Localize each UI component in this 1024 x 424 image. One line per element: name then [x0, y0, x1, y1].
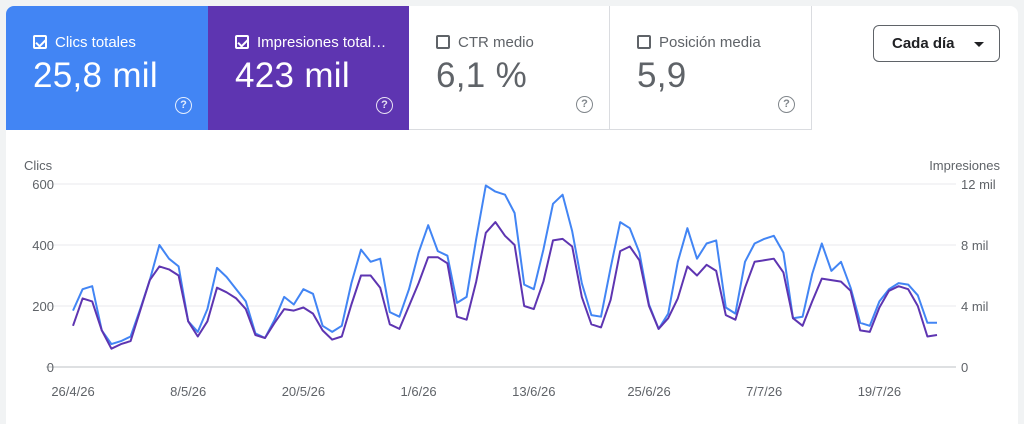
- right-tick-label: 0: [961, 360, 968, 375]
- metric-tile-average-position[interactable]: Posición media 5,9 ?: [610, 6, 812, 130]
- x-tick-label: 13/6/26: [512, 384, 555, 399]
- metric-value: 423 mil: [235, 56, 350, 95]
- right-axis-title: Impresiones: [929, 158, 1000, 173]
- checkbox-checked-icon[interactable]: [33, 35, 47, 49]
- x-tick-label: 7/7/26: [746, 384, 782, 399]
- metric-value: 25,8 mil: [33, 56, 158, 95]
- left-tick-label: 600: [32, 177, 54, 192]
- x-tick-label: 20/5/26: [282, 384, 325, 399]
- help-circle-icon[interactable]: ?: [376, 97, 393, 114]
- performance-card: Clics totales 25,8 mil ? Impresiones tot…: [6, 6, 1018, 424]
- metric-tile-header: Impresiones total…: [235, 32, 409, 52]
- x-tick-label: 26/4/26: [51, 384, 94, 399]
- metric-tile-average-ctr[interactable]: CTR medio 6,1 % ?: [409, 6, 610, 130]
- right-tick-label: 4 mil: [961, 299, 989, 314]
- right-tick-label: 8 mil: [961, 238, 989, 253]
- metric-tile-header: Clics totales: [33, 32, 208, 52]
- x-tick-label: 25/6/26: [627, 384, 670, 399]
- help-circle-icon[interactable]: ?: [175, 97, 192, 114]
- metric-label: Clics totales: [55, 33, 136, 51]
- metric-value: 5,9: [637, 56, 687, 95]
- impressions-series-line: [72, 221, 938, 350]
- x-tick-label: 1/6/26: [401, 384, 437, 399]
- checkbox-checked-icon[interactable]: [235, 35, 249, 49]
- metric-label: CTR medio: [458, 33, 534, 51]
- caret-down-icon: [974, 42, 984, 47]
- clicks-series-line: [72, 184, 937, 346]
- x-tick-label: 19/7/26: [858, 384, 901, 399]
- metric-tile-header: CTR medio: [436, 32, 609, 52]
- performance-chart: 0 0 200 4 mil 400 8 mil 600 12 mil Clics Impresio…: [24, 158, 1000, 399]
- left-axis-title: Clics: [24, 158, 53, 173]
- checkbox-unchecked-icon[interactable]: [436, 35, 450, 49]
- metric-tile-total-impressions[interactable]: Impresiones total… 423 mil ?: [208, 6, 409, 130]
- metric-value: 6,1 %: [436, 56, 527, 95]
- help-circle-icon[interactable]: ?: [576, 96, 593, 113]
- metric-label: Posición media: [659, 33, 761, 51]
- metric-tile-total-clicks[interactable]: Clics totales 25,8 mil ?: [6, 6, 208, 130]
- right-tick-label: 12 mil: [961, 177, 996, 192]
- metric-label: Impresiones total…: [257, 33, 387, 51]
- help-circle-icon[interactable]: ?: [778, 96, 795, 113]
- x-tick-label: 8/5/26: [170, 384, 206, 399]
- metric-tile-header: Posición media: [637, 32, 811, 52]
- left-tick-label: 400: [32, 238, 54, 253]
- left-tick-label: 0: [47, 360, 54, 375]
- dropdown-label: Cada día: [892, 35, 955, 52]
- checkbox-unchecked-icon[interactable]: [637, 35, 651, 49]
- left-tick-label: 200: [32, 299, 54, 314]
- granularity-dropdown[interactable]: Cada día: [873, 25, 1000, 62]
